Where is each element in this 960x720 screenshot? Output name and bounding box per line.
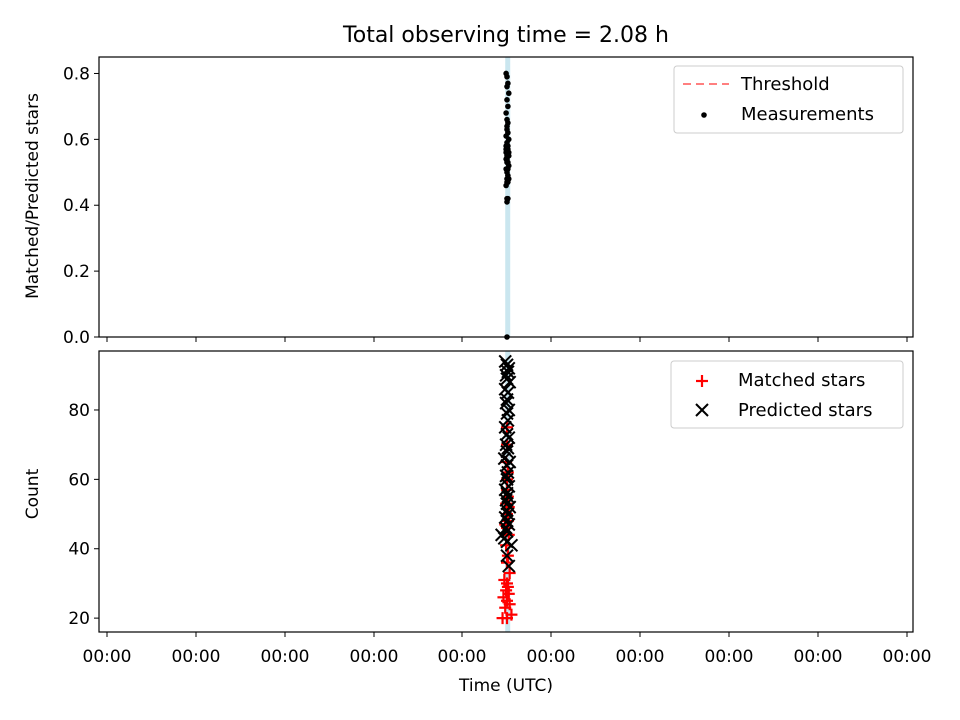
bottom-y-axis-label: Count	[23, 468, 43, 519]
top-plot-area: 0.0 0.2 0.4 0.6 0.8	[63, 56, 914, 348]
bottom-x-tick-label: 00:00	[705, 647, 754, 667]
bottom-x-tick-label: 00:00	[83, 647, 132, 667]
predicted-star-point	[499, 368, 513, 382]
top-y-tick-label: 0.2	[63, 262, 90, 282]
measurement-point	[505, 176, 512, 182]
predicted-star-point	[500, 548, 514, 563]
predicted-star-point	[500, 392, 514, 407]
matched-star-point	[501, 421, 513, 434]
legend-measurements-swatch	[701, 112, 707, 118]
legend-measurements-label: Measurements	[741, 104, 874, 125]
bottom-x-tick-label: 00:00	[527, 647, 576, 667]
measurement-point	[504, 97, 510, 103]
top-y-tick-label: 0.6	[63, 130, 90, 150]
bottom-y-tick-label: 40	[68, 540, 90, 560]
measurement-point	[503, 146, 509, 153]
predicted-star-point	[498, 483, 512, 497]
top-y-tick-label: 0.8	[63, 64, 90, 84]
predicted-star-point	[499, 396, 513, 410]
matched-star-point	[503, 567, 516, 580]
predicted-star-point	[499, 469, 513, 483]
predicted-star-point	[499, 521, 513, 535]
predicted-star-point	[502, 403, 516, 417]
legend-threshold-label: Threshold	[740, 74, 830, 95]
predicted-star-point	[498, 354, 512, 369]
chart-title: Total observing time = 2.08 h	[342, 23, 669, 48]
top-y-tick-label: 0.0	[63, 328, 90, 348]
predicted-star-point	[502, 361, 516, 376]
predicted-star-point	[502, 375, 517, 389]
matched-star-point	[498, 573, 511, 586]
bottom-legend: Matched stars Predicted stars	[670, 360, 904, 429]
measurement-point	[504, 83, 510, 90]
bottom-y-tick-label: 20	[68, 609, 90, 629]
predicted-star-point	[500, 444, 514, 459]
bottom-x-tick-label: 00:00	[794, 647, 843, 667]
bottom-y-tick-label: 80	[68, 401, 90, 421]
bottom-legend-frame	[670, 360, 904, 429]
predicted-star-point	[502, 431, 516, 445]
measurement-point	[504, 334, 510, 340]
legend-matched-swatch	[696, 375, 708, 387]
legend-matched-label: Matched stars	[738, 370, 865, 391]
predicted-star-point	[501, 441, 515, 455]
bottom-x-tick-label: 00:00	[261, 647, 310, 667]
measurement-point	[504, 199, 510, 205]
bottom-x-tick-label: 00:00	[438, 647, 487, 667]
top-y-axis-label: Matched/Predicted stars	[23, 93, 43, 299]
predicted-star-point	[504, 538, 519, 552]
matched-star-point	[505, 608, 518, 621]
legend-predicted-label: Predicted stars	[738, 400, 872, 421]
predicted-star-point	[501, 413, 515, 428]
bottom-plot-area: 20 40 60 80 00:00 00:00 00:00 00:00 00:00 00:00 00…	[68, 350, 932, 667]
bottom-x-tick-label: 00:00	[883, 647, 932, 667]
measurement-point	[505, 90, 512, 97]
bottom-x-tick-label: 00:00	[172, 647, 221, 667]
predicted-star-point	[499, 493, 513, 507]
bottom-axes-frame	[98, 350, 914, 633]
bottom-y-tick-label: 60	[68, 470, 90, 490]
top-legend: Threshold Measurements	[673, 65, 904, 134]
predicted-star-point	[502, 559, 516, 573]
measurement-point	[504, 123, 510, 129]
top-y-tick-label: 0.4	[63, 196, 90, 216]
top-legend-frame	[673, 65, 904, 134]
predicted-star-point	[500, 427, 514, 441]
bottom-x-tick-label: 00:00	[616, 647, 665, 667]
measurement-point	[505, 166, 511, 172]
measurement-point	[503, 110, 509, 116]
x-axis-label: Time (UTC)	[458, 676, 553, 696]
predicted-star-point	[498, 510, 512, 525]
measurement-point	[504, 73, 510, 80]
legend-predicted-swatch	[695, 403, 709, 417]
measurement-point	[505, 103, 511, 110]
measurement-point	[503, 182, 509, 189]
bottom-x-tick-label: 00:00	[350, 647, 399, 667]
